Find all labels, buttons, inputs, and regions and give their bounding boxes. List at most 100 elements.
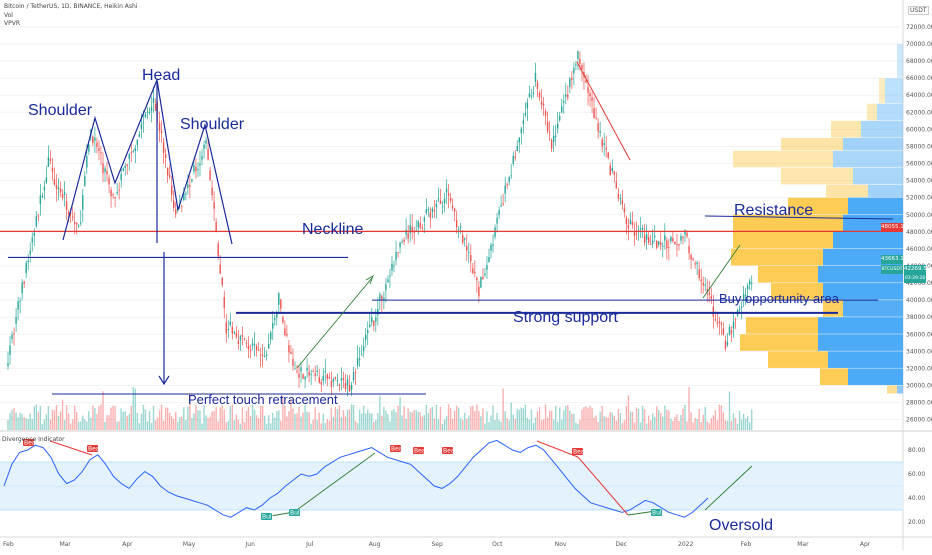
- candle-body: [682, 236, 684, 239]
- candle-body: [280, 299, 282, 309]
- volume-bar: [536, 411, 539, 430]
- volume-bar: [498, 419, 500, 430]
- volume-bar: [484, 423, 486, 430]
- candle-body: [201, 156, 203, 160]
- candle-body: [31, 237, 33, 243]
- candle-body: [175, 209, 177, 214]
- volume-bar: [514, 418, 516, 430]
- volume-bar: [11, 409, 13, 430]
- indicator-line: [3, 439, 709, 518]
- volume-bar: [371, 413, 373, 430]
- price-tick-label: 30000.00: [906, 383, 932, 390]
- bear-tag-label: Bear: [573, 449, 587, 456]
- volume-bar: [340, 417, 343, 430]
- candle-body: [660, 242, 662, 246]
- candle-body: [223, 297, 225, 308]
- volume-bar: [621, 423, 624, 430]
- volume-bar: [76, 411, 78, 430]
- volume-bar: [455, 405, 458, 430]
- candle-body: [78, 225, 80, 227]
- price-tick-label: 64000.00: [906, 92, 932, 99]
- candle-body: [451, 205, 454, 208]
- price-tick-label: 68000.00: [906, 58, 932, 65]
- candle-body: [623, 208, 626, 213]
- volume-bar: [265, 423, 268, 430]
- resistance-price-box: 48055.10: [881, 223, 908, 232]
- vpvr-down-bar: [867, 103, 877, 121]
- volume-bar: [490, 415, 492, 430]
- volume-bar: [255, 415, 258, 430]
- candle-body: [649, 243, 652, 246]
- last-price-box: 42269.52: [904, 265, 931, 274]
- candle-body: [417, 221, 419, 228]
- candle-body: [57, 187, 60, 190]
- candle-body: [253, 344, 256, 346]
- volume-bar: [154, 420, 157, 430]
- candle-body: [698, 269, 700, 279]
- candle-body: [474, 271, 476, 274]
- candle-body: [360, 354, 363, 356]
- price-tick-label: 36000.00: [906, 331, 932, 338]
- candle-body: [126, 164, 128, 166]
- volume-bar: [559, 407, 561, 430]
- volume-bar: [421, 416, 424, 430]
- volume-bar: [146, 421, 149, 430]
- candle-body: [730, 330, 733, 334]
- volume-bar: [274, 417, 276, 430]
- volume-bar: [611, 412, 613, 430]
- candle-body: [51, 167, 54, 172]
- candle-body: [166, 167, 169, 176]
- candle-body: [43, 186, 46, 191]
- volume-bar: [358, 409, 361, 430]
- candle-body: [239, 336, 242, 341]
- candle-body: [168, 174, 171, 177]
- volume-bar: [672, 420, 674, 430]
- volume-bar: [534, 417, 537, 430]
- volume-bar: [462, 420, 464, 430]
- candle-body: [666, 240, 668, 249]
- time-tick-label: Jul: [305, 541, 314, 548]
- volume-bar: [120, 408, 122, 430]
- candle-body: [387, 279, 389, 283]
- candle-body: [742, 294, 745, 301]
- volume-bar: [134, 388, 137, 430]
- volume-bar: [702, 414, 704, 430]
- bear-tag: [572, 448, 583, 455]
- candle-body: [688, 246, 690, 254]
- volume-bar: [738, 410, 741, 430]
- volume-bar: [41, 423, 44, 430]
- vpvr-down-bar: [733, 150, 833, 168]
- currency-button[interactable]: USDT: [908, 6, 929, 15]
- candle-body: [35, 216, 38, 227]
- volume-bar: [591, 407, 593, 430]
- candle-body: [286, 333, 288, 336]
- volume-bar: [282, 395, 284, 430]
- vpvr-label: VPVR: [4, 20, 20, 27]
- shoulder-left-label: Shoulder: [28, 102, 93, 119]
- volume-bar: [492, 405, 494, 430]
- candle-body: [615, 181, 618, 189]
- candle-body: [308, 371, 310, 376]
- volume-bar: [520, 407, 523, 430]
- price-tick-label: 38000.00: [906, 314, 932, 321]
- volume-bar: [664, 405, 666, 430]
- candle-body: [516, 146, 518, 152]
- candle-body: [211, 187, 213, 196]
- volume-bar: [94, 407, 96, 430]
- volume-bar: [229, 406, 232, 430]
- volume-bar: [524, 404, 527, 430]
- volume-bar: [158, 410, 161, 430]
- volume-bar: [530, 409, 533, 430]
- volume-bar: [354, 420, 357, 430]
- vpvr-up-bar: [843, 300, 903, 317]
- volume-bar: [631, 411, 634, 430]
- vpvr-down-bar: [788, 197, 848, 215]
- candle-body: [459, 226, 462, 228]
- candle-body: [80, 222, 82, 224]
- volume-bar: [686, 421, 688, 430]
- candle-body: [433, 210, 436, 212]
- candle-body: [625, 217, 628, 224]
- candle-body: [522, 120, 525, 125]
- candle-body: [571, 77, 573, 80]
- vpvr-up-bar: [823, 283, 903, 300]
